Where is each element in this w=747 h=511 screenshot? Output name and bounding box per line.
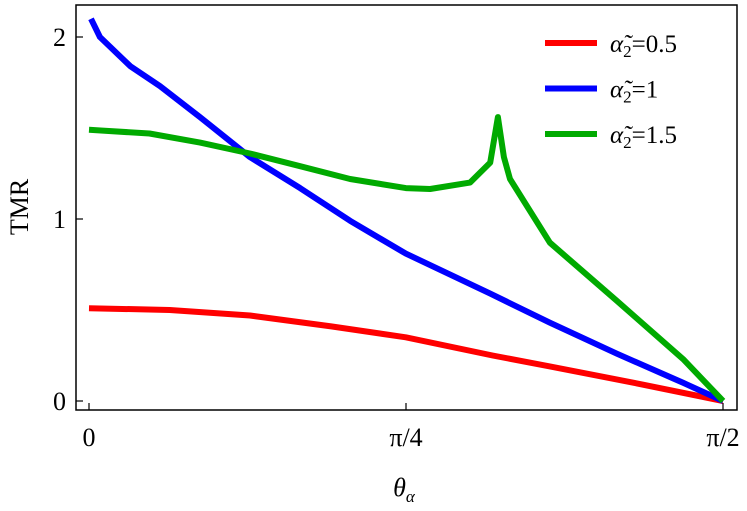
y-tick-label: 0 bbox=[53, 387, 66, 416]
plot-frame bbox=[75, 4, 738, 411]
x-tick-label: π/4 bbox=[389, 423, 422, 452]
legend-label: α̃2=1 bbox=[610, 77, 658, 107]
legend-label: α̃2=1.5 bbox=[610, 122, 677, 152]
x-axis-label: θα bbox=[393, 473, 416, 506]
series-line bbox=[88, 305, 724, 404]
series-line bbox=[88, 114, 726, 404]
y-tick-label: 1 bbox=[53, 205, 66, 234]
legend-label: α̃2=0.5 bbox=[610, 31, 677, 61]
x-tick-label: 0 bbox=[83, 423, 96, 452]
series-line bbox=[88, 17, 725, 404]
y-tick-label: 2 bbox=[53, 23, 66, 52]
x-tick-label: π/2 bbox=[706, 423, 739, 452]
y-axis-label: TMR bbox=[5, 178, 34, 235]
